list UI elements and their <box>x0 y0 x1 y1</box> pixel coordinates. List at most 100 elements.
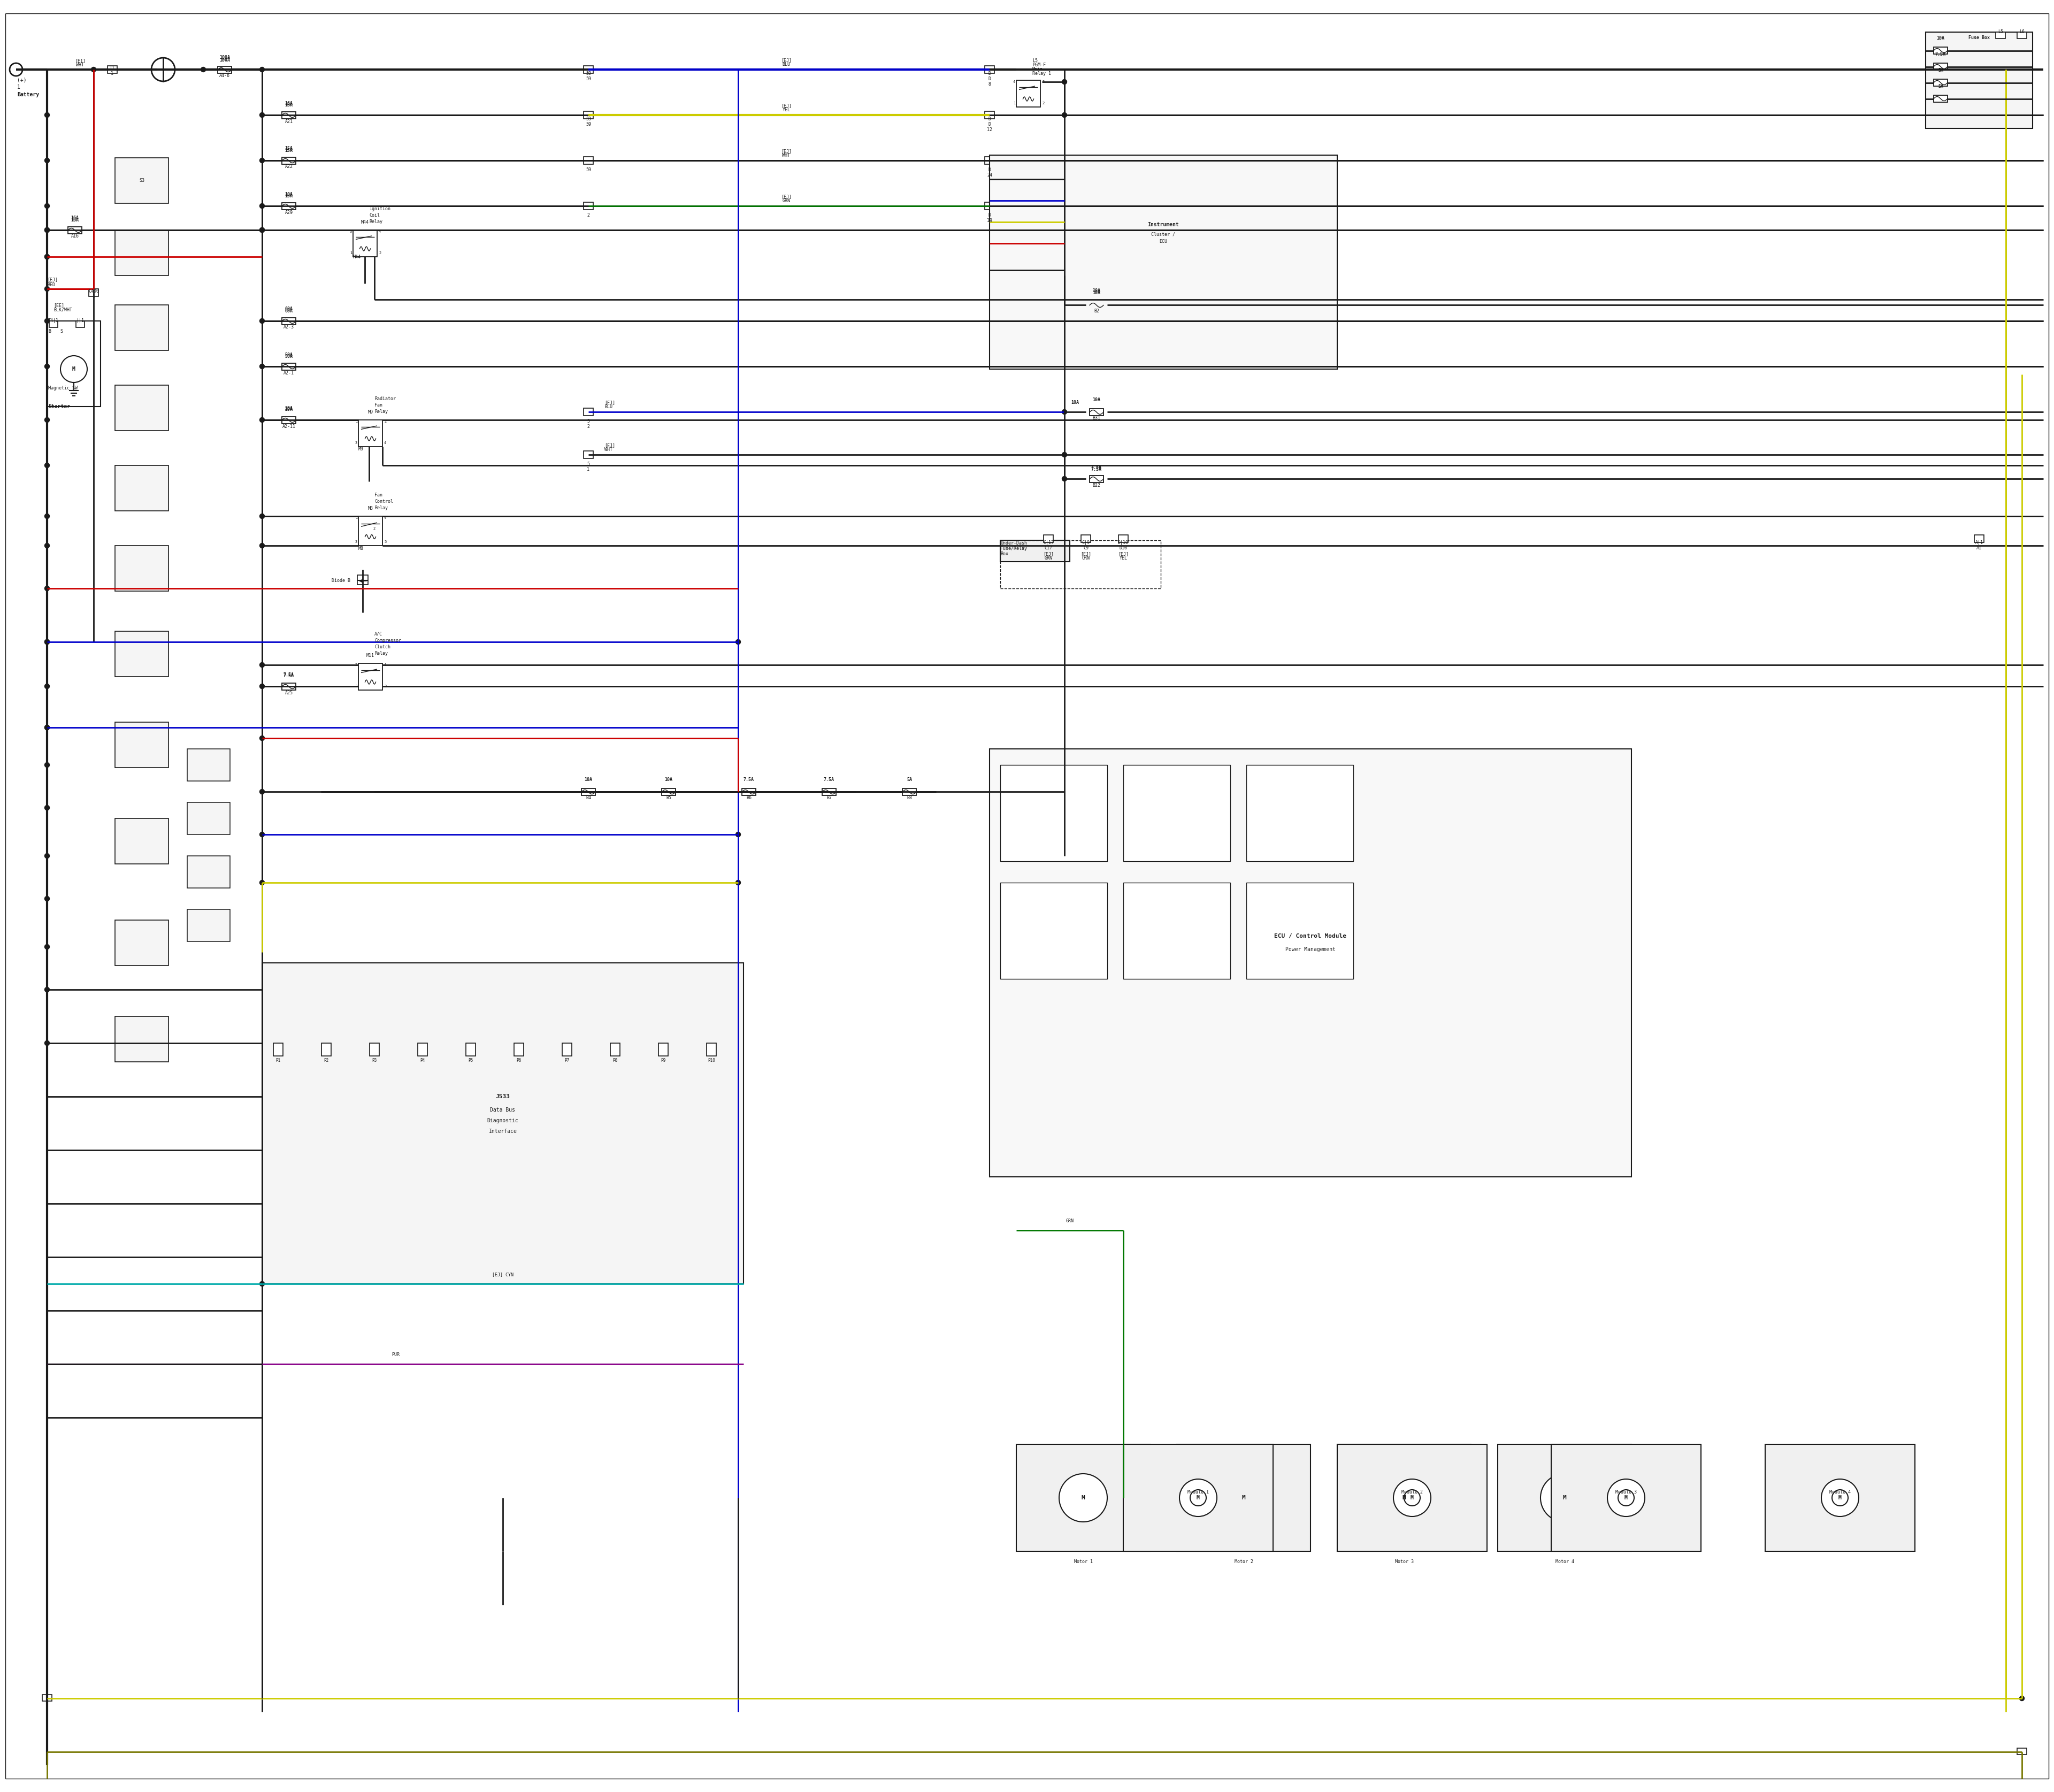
Bar <box>581 788 596 796</box>
Text: 10A: 10A <box>585 778 592 783</box>
Circle shape <box>259 228 265 233</box>
Circle shape <box>45 254 49 260</box>
Circle shape <box>1220 1473 1267 1521</box>
Bar <box>1017 81 1041 108</box>
Text: 7.5A: 7.5A <box>283 674 294 679</box>
Text: C400
1: C400 1 <box>88 289 99 299</box>
Text: 16A: 16A <box>72 215 78 220</box>
Circle shape <box>60 357 86 382</box>
Text: A|1: A|1 <box>1976 539 1982 545</box>
Text: 7.5A: 7.5A <box>824 778 834 783</box>
Text: P4: P4 <box>421 1057 425 1063</box>
Bar <box>115 819 168 864</box>
Circle shape <box>45 319 49 323</box>
Text: 59: 59 <box>585 122 592 127</box>
Bar <box>2017 32 2027 38</box>
Bar <box>273 1043 283 1055</box>
Circle shape <box>45 640 49 645</box>
Text: 60A: 60A <box>286 308 294 314</box>
Text: D
24: D 24 <box>986 167 992 177</box>
Circle shape <box>259 737 265 740</box>
Text: [EE]: [EE] <box>53 303 64 308</box>
Bar <box>1247 765 1354 862</box>
Circle shape <box>45 685 49 688</box>
Text: 59: 59 <box>585 116 592 122</box>
Text: P8: P8 <box>612 1057 618 1063</box>
Text: M9: M9 <box>368 410 374 414</box>
Bar <box>281 683 296 690</box>
Bar <box>1124 1444 1273 1552</box>
Text: B: B <box>47 330 51 333</box>
Bar <box>1124 883 1230 978</box>
Circle shape <box>1062 113 1066 118</box>
Bar <box>984 156 994 165</box>
Bar <box>115 631 168 677</box>
Bar <box>1933 79 1947 86</box>
Text: D: D <box>988 116 990 122</box>
Text: 4: 4 <box>384 441 386 444</box>
Bar <box>218 66 232 73</box>
Text: Module 4: Module 4 <box>1830 1489 1851 1495</box>
Bar <box>115 545 168 591</box>
Text: 20A: 20A <box>286 405 294 410</box>
Text: C17: C17 <box>1043 545 1052 550</box>
Bar <box>1124 765 1230 862</box>
Bar <box>984 202 994 210</box>
Text: YEL: YEL <box>1119 556 1128 561</box>
Circle shape <box>1380 1473 1428 1521</box>
Text: D
12: D 12 <box>986 122 992 133</box>
Text: Box: Box <box>1000 552 1009 556</box>
Text: 10A: 10A <box>1093 290 1101 296</box>
Bar <box>281 158 296 165</box>
Bar <box>68 228 82 233</box>
Text: D|10: D|10 <box>1117 539 1128 545</box>
Text: Starter: Starter <box>47 403 70 409</box>
Bar <box>583 202 594 210</box>
Text: 100A: 100A <box>220 56 230 61</box>
Circle shape <box>45 896 49 901</box>
Bar <box>115 1016 168 1063</box>
Text: PGM-F: PGM-F <box>1033 63 1045 68</box>
Circle shape <box>1393 1478 1432 1516</box>
Text: [EJ]: [EJ] <box>781 194 791 199</box>
Text: RED: RED <box>47 283 55 287</box>
Text: 2: 2 <box>1041 102 1043 106</box>
Text: Ignition: Ignition <box>370 206 390 211</box>
Bar <box>281 202 296 210</box>
Text: Relay: Relay <box>374 409 388 414</box>
Circle shape <box>259 158 265 163</box>
Bar <box>370 1043 380 1055</box>
Text: P9: P9 <box>661 1057 665 1063</box>
Bar <box>115 385 168 430</box>
Bar <box>1080 536 1091 543</box>
Bar <box>281 418 296 423</box>
Text: Relay: Relay <box>370 219 382 224</box>
Text: 100A: 100A <box>220 57 230 63</box>
Bar <box>1177 1444 1310 1552</box>
Circle shape <box>259 66 265 72</box>
Circle shape <box>45 726 49 729</box>
Text: ECU: ECU <box>1158 240 1167 244</box>
Text: P3: P3 <box>372 1057 376 1063</box>
Text: Main: Main <box>1033 66 1043 72</box>
Bar <box>281 364 296 371</box>
Text: 7.5A: 7.5A <box>1091 464 1101 470</box>
Text: Motor 1: Motor 1 <box>1074 1559 1093 1564</box>
Text: 3: 3 <box>355 441 357 444</box>
Text: 50A: 50A <box>286 353 294 357</box>
Bar <box>1043 536 1054 543</box>
Text: Diagnostic: Diagnostic <box>487 1118 518 1124</box>
Text: S3: S3 <box>140 177 144 183</box>
Text: A29: A29 <box>286 210 294 215</box>
Text: 15A: 15A <box>286 149 294 152</box>
Circle shape <box>259 228 265 233</box>
Bar <box>1000 539 1070 561</box>
Bar <box>115 919 168 966</box>
Text: 7.5A: 7.5A <box>1091 468 1101 471</box>
Circle shape <box>2019 1695 2025 1701</box>
Circle shape <box>735 640 741 645</box>
Circle shape <box>1832 1489 1849 1505</box>
Text: Relay: Relay <box>374 650 388 656</box>
Bar <box>115 466 168 511</box>
Text: WHT: WHT <box>604 448 612 452</box>
